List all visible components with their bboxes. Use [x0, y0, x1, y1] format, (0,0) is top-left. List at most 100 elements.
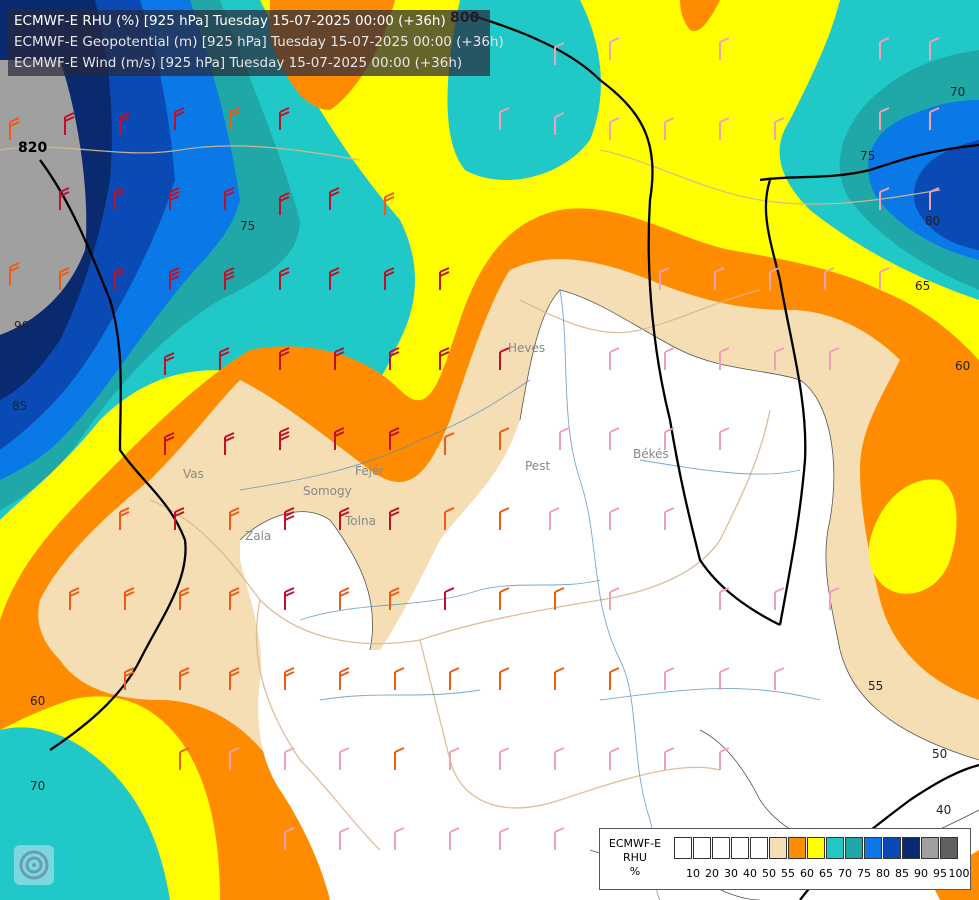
legend-swatch	[845, 837, 863, 859]
wind-barb	[444, 587, 455, 610]
wind-barb	[59, 267, 70, 290]
wind-barb	[114, 267, 125, 290]
legend-title-variable: RHU	[623, 851, 647, 864]
wind-barb	[9, 117, 20, 140]
legend-swatch	[712, 837, 730, 859]
wind-barb	[829, 587, 840, 610]
wind-barb	[609, 37, 620, 60]
wind-barb	[609, 587, 620, 610]
rhu-label-75-ne2: 75	[860, 149, 875, 163]
wind-barb	[929, 187, 940, 210]
wind-barb	[179, 667, 190, 690]
rhu-label-55-se: 55	[868, 679, 883, 693]
wind-barb	[719, 117, 730, 140]
wind-barb	[549, 507, 560, 530]
wind-barb	[69, 587, 80, 610]
wind-barb	[879, 107, 890, 130]
legend-title-model: ECMWF-E	[608, 837, 662, 850]
wind-barb	[339, 827, 350, 850]
wind-barb	[659, 267, 670, 290]
wind-barb	[929, 37, 940, 60]
legend-swatch	[807, 837, 825, 859]
wind-barb	[284, 587, 295, 610]
legend-tick-label: 40	[743, 867, 757, 880]
legend-tick-label: 20	[705, 867, 719, 880]
wind-barb	[664, 117, 675, 140]
title-rhu: ECMWF-E RHU (%) [925 hPa] Tuesday 15-07-…	[14, 13, 446, 29]
title-geopotential: ECMWF-E Geopotential (m) [925 hPa] Tuesd…	[14, 34, 504, 50]
wind-barb	[339, 587, 350, 610]
legend-tick-label: 95	[933, 867, 947, 880]
legend-title-unit: %	[629, 865, 641, 878]
wind-barb	[499, 667, 510, 690]
wind-barb	[929, 107, 940, 130]
wind-barb	[394, 747, 405, 770]
legend-tick-label: 75	[857, 867, 871, 880]
wind-barb	[499, 747, 510, 770]
wind-barb	[444, 507, 455, 530]
wind-barb	[389, 507, 400, 530]
region-label-pest: Pest	[525, 459, 550, 473]
wind-barb	[284, 827, 295, 850]
wind-barb	[334, 427, 345, 450]
wind-barb	[389, 347, 400, 370]
region-label-bekes: Békés	[633, 447, 669, 461]
wind-barb	[119, 507, 130, 530]
wind-barb	[879, 37, 890, 60]
rhu-zone-65-east	[868, 479, 957, 594]
wind-barb	[439, 347, 450, 370]
wind-barb	[329, 187, 340, 210]
wind-barb	[664, 427, 675, 450]
region-label-vas: Vas	[183, 467, 204, 481]
wind-barb	[284, 747, 295, 770]
wind-barb	[219, 347, 230, 370]
wind-barb	[224, 187, 235, 210]
wind-barb	[879, 267, 890, 290]
wind-barb	[439, 267, 450, 290]
legend-swatch	[674, 837, 692, 859]
wind-barb	[559, 427, 570, 450]
wind-barb	[114, 187, 125, 210]
wind-barb	[499, 507, 510, 530]
wind-barb	[554, 42, 565, 65]
wind-barb	[719, 37, 730, 60]
wind-barb	[609, 117, 620, 140]
wind-barb	[229, 507, 240, 530]
wind-barb	[499, 427, 510, 450]
wind-barb	[449, 827, 460, 850]
rhu-label-85-west: 85	[12, 399, 27, 413]
rhu-label-80-ne: 80	[925, 214, 940, 228]
wind-barb	[449, 667, 460, 690]
wind-barb	[179, 587, 190, 610]
wind-barb	[389, 427, 400, 450]
region-label-zala: Zala	[245, 529, 271, 543]
wind-barb	[174, 107, 185, 130]
wind-barb	[384, 192, 395, 215]
legend-swatch	[788, 837, 806, 859]
rhu-label-75-west: 75	[240, 219, 255, 233]
legend-tick-label: 85	[895, 867, 909, 880]
legend-tick-label: 55	[781, 867, 795, 880]
wind-barb	[284, 667, 295, 690]
wind-barb	[769, 267, 780, 290]
wind-barb	[279, 347, 290, 370]
wind-barb	[394, 827, 405, 850]
wind-barb	[719, 347, 730, 370]
wind-barb	[609, 507, 620, 530]
wind-barb	[719, 747, 730, 770]
wind-barb	[279, 107, 290, 130]
wind-barb	[119, 112, 130, 135]
wind-barb	[449, 747, 460, 770]
legend-title: ECMWF-E RHU %	[602, 837, 668, 879]
wind-barb	[169, 267, 180, 290]
legend-swatch	[826, 837, 844, 859]
wind-barb	[279, 267, 290, 290]
wind-barb	[124, 587, 135, 610]
legend-tick-label: 10	[686, 867, 700, 880]
wind-barb	[9, 262, 20, 285]
rhu-zone-60-north2	[680, 0, 720, 31]
wind-barb	[664, 747, 675, 770]
wind-barb	[554, 667, 565, 690]
wind-barb	[499, 827, 510, 850]
geopotential-label-820: 820	[18, 140, 47, 156]
